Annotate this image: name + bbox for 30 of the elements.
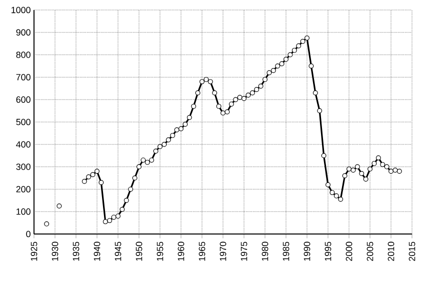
x-tick-label: 1950 xyxy=(136,242,142,261)
x-tick-label: 1930 xyxy=(52,242,58,261)
y-tick-label: 1000 xyxy=(12,6,30,14)
x-tick-label: 1980 xyxy=(262,242,268,261)
y-tick-label: 500 xyxy=(16,118,30,126)
y-tick-label: 300 xyxy=(16,164,30,170)
y-tick-label: 700 xyxy=(16,74,30,80)
x-tick-label: 1935 xyxy=(72,242,80,261)
x-tick-label: 2015 xyxy=(408,242,416,261)
x-tick-label: 1975 xyxy=(240,242,248,261)
x-tick-label: 2010 xyxy=(388,242,394,261)
y-tick-label: 100 xyxy=(16,208,30,215)
x-tick-label: 2005 xyxy=(366,242,374,261)
y-tick-label: 400 xyxy=(16,141,30,148)
x-tick-label: 1970 xyxy=(220,242,226,261)
x-tick-label: 1955 xyxy=(156,242,164,261)
x-tick-label: 1995 xyxy=(324,242,332,261)
x-tick-label: 1945 xyxy=(114,242,122,261)
x-tick-label: 1965 xyxy=(198,242,206,261)
x-tick-label: 1940 xyxy=(94,242,100,261)
y-tick-label: 0 xyxy=(26,230,30,238)
x-tick-label: 1925 xyxy=(30,242,38,261)
y-tick-label: 600 xyxy=(16,96,30,103)
x-tick-label: 1985 xyxy=(282,242,290,261)
y-tick-label: 900 xyxy=(16,29,30,36)
y-tick-label: 200 xyxy=(16,186,30,192)
y-tick-label: 800 xyxy=(16,52,30,58)
x-tick-label: 1990 xyxy=(304,242,310,261)
x-tick-label: 2000 xyxy=(346,242,352,261)
x-tick-label: 1960 xyxy=(178,242,184,261)
